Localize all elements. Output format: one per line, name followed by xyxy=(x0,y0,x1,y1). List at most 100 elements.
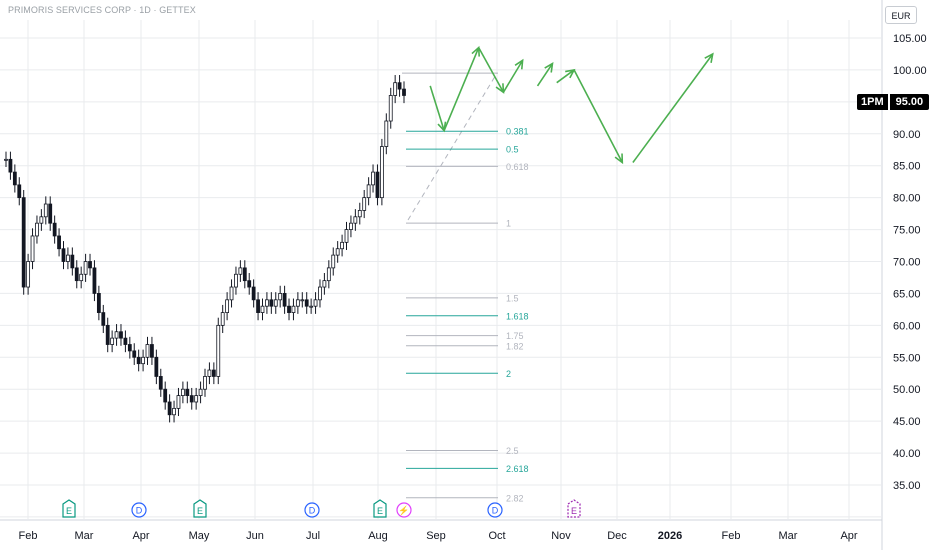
currency-button[interactable]: EUR xyxy=(885,6,917,24)
candle-body xyxy=(52,222,57,237)
candle-body xyxy=(211,369,216,377)
candle-body xyxy=(318,286,322,301)
candle-body xyxy=(287,305,291,313)
projection-arrows xyxy=(429,45,714,165)
x-tick-label: Oct xyxy=(488,530,505,542)
candle-body xyxy=(340,241,344,250)
candle-body xyxy=(136,356,141,365)
candle-body xyxy=(309,305,314,308)
projection-arrow xyxy=(556,69,575,84)
candle-body xyxy=(335,248,340,256)
last-price-value: 95.00 xyxy=(889,94,930,110)
candle-body xyxy=(96,293,101,313)
event-label: ⚡ xyxy=(398,505,409,517)
candle-body xyxy=(48,203,53,224)
candle-body xyxy=(344,229,349,243)
fib-level-label: 0.381 xyxy=(506,127,529,137)
x-tick-label: Mar xyxy=(75,530,94,542)
candle-body xyxy=(74,267,79,282)
candle-body xyxy=(313,299,318,307)
x-tick-label: Feb xyxy=(722,530,741,542)
candle-body xyxy=(141,356,145,365)
candle-body xyxy=(349,222,353,230)
candle-body xyxy=(194,395,199,403)
y-tick-label: 60.00 xyxy=(893,320,921,332)
projection-arrow xyxy=(632,53,714,163)
arrowhead xyxy=(544,62,554,73)
candle-body xyxy=(158,376,163,390)
fib-level-label: 1 xyxy=(506,219,511,229)
candle-body xyxy=(172,407,176,416)
candle-body xyxy=(397,82,402,90)
candle-body xyxy=(207,369,212,377)
fib-level-label: 1.82 xyxy=(506,341,524,351)
earnings-label: E xyxy=(66,506,72,516)
x-tick-label: Mar xyxy=(779,530,798,542)
candle-body xyxy=(88,261,92,269)
candle-body xyxy=(251,286,256,301)
x-tick-label: 2026 xyxy=(658,530,682,542)
candle-body xyxy=(17,184,22,199)
arrowhead xyxy=(704,52,714,63)
candle-body xyxy=(322,280,327,288)
candle-body xyxy=(176,395,181,409)
candle-body xyxy=(304,299,309,307)
candle-body xyxy=(163,388,168,403)
candle-body xyxy=(238,267,243,275)
dividend-marker xyxy=(487,502,503,518)
dividend-marker xyxy=(131,502,147,518)
fib-extension: 0.381 0.5 0.618 1 1.5 1.618 1.751.82 2 2.5 2.618 2… xyxy=(402,72,529,503)
fib-level-label: 2.618 xyxy=(506,464,529,474)
fib-level-label: 2.5 xyxy=(506,446,519,456)
candle-body xyxy=(119,331,123,339)
candle-body xyxy=(101,312,106,326)
candle-body xyxy=(180,388,185,397)
candle-body xyxy=(295,299,300,307)
symbol-label: 1PM xyxy=(857,94,888,110)
candle-body xyxy=(145,344,150,358)
candle-body xyxy=(300,299,305,302)
last-price-badge: 1PM 95.00 xyxy=(857,94,930,110)
candle-body xyxy=(362,197,367,211)
candle-body xyxy=(371,171,375,186)
fib-level-label: 0.618 xyxy=(506,162,529,172)
fib-level-label: 1.5 xyxy=(506,293,519,303)
candlestick-series xyxy=(4,75,406,423)
candle-body xyxy=(331,254,336,269)
candle-body xyxy=(26,261,31,288)
chart-title: PRIMORIS SERVICES CORP · 1D · GETTEX xyxy=(8,5,196,15)
x-tick-label: Sep xyxy=(426,530,446,542)
earnings-label: E xyxy=(377,506,383,516)
candle-body xyxy=(265,299,269,307)
candle-body xyxy=(242,267,247,282)
earnings-marker xyxy=(62,499,76,518)
candle-body xyxy=(278,293,283,301)
projection-arrow xyxy=(573,69,624,163)
earnings-label: E xyxy=(571,506,577,516)
candle-body xyxy=(393,82,398,96)
projection-arrow xyxy=(477,47,505,93)
event-markers: E D E D E ⚡ D E xyxy=(62,499,581,518)
arrowhead xyxy=(514,58,524,70)
earnings-marker xyxy=(193,499,207,518)
y-tick-label: 40.00 xyxy=(893,448,921,460)
dividend-label: D xyxy=(309,506,316,516)
candle-body xyxy=(154,356,159,377)
x-tick-label: Apr xyxy=(840,530,857,542)
candle-body xyxy=(167,401,172,416)
y-tick-label: 100.00 xyxy=(893,65,927,77)
candle-body xyxy=(234,273,238,288)
candle-body xyxy=(198,388,203,397)
projection-arrow xyxy=(443,47,480,131)
y-tick-label: 85.00 xyxy=(893,161,921,173)
x-tick-label: Jul xyxy=(306,530,320,542)
candle-body xyxy=(43,203,48,218)
candle-body xyxy=(402,88,406,96)
grid-lines xyxy=(0,0,883,550)
y-tick-label: 70.00 xyxy=(893,257,921,269)
candle-body xyxy=(269,299,274,307)
y-tick-label: 50.00 xyxy=(893,384,921,396)
candle-body xyxy=(247,280,252,288)
candle-body xyxy=(132,350,137,358)
